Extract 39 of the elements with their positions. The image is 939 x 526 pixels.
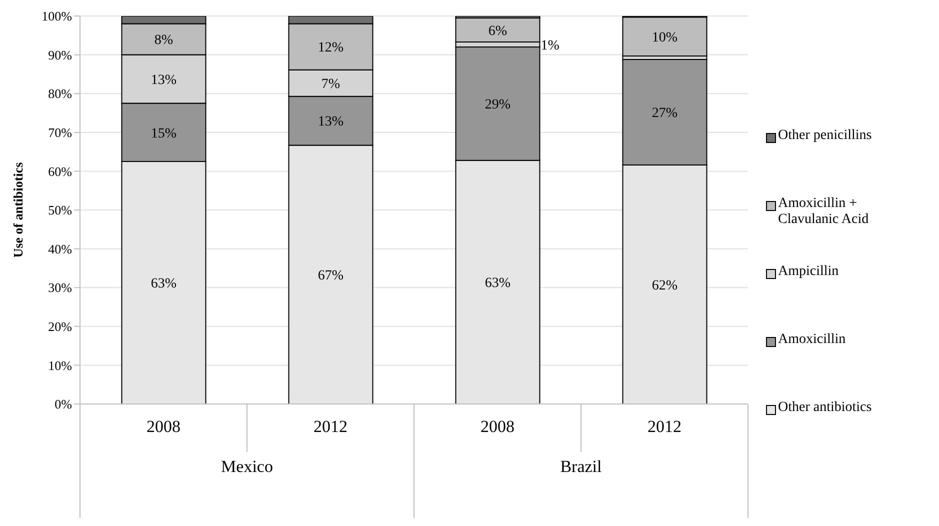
- y-tick-label: 60%: [48, 164, 72, 179]
- y-tick-label: 20%: [48, 319, 72, 334]
- data-label: 63%: [484, 276, 511, 292]
- data-label: 15%: [150, 126, 177, 142]
- data-label: 62%: [652, 278, 678, 294]
- data-label: 13%: [318, 114, 344, 130]
- y-tick-label: 10%: [48, 358, 72, 373]
- data-label: 29%: [484, 98, 511, 113]
- data-label: 12%: [318, 40, 344, 56]
- data-label: 8%: [154, 33, 174, 48]
- data-label: 6%: [488, 24, 508, 39]
- x-tick-label: 2012: [648, 417, 682, 436]
- data-label: 63%: [150, 276, 177, 292]
- x-tick-label: 2008: [480, 417, 514, 436]
- y-tick-label: 80%: [48, 86, 72, 102]
- legend-label: Ampicillin: [778, 264, 839, 280]
- legend-label: Amoxicillin + Clavulanic Acid: [778, 196, 870, 228]
- x-tick-label: 2012: [314, 417, 348, 436]
- text: Brazil: [560, 457, 602, 476]
- data-label: 10%: [652, 30, 678, 46]
- legend-label: Amoxicillin: [778, 332, 846, 348]
- y-tick-label: 100%: [42, 8, 72, 24]
- y-tick-label: 40%: [48, 241, 72, 256]
- x-tick-label: 2008: [146, 417, 180, 436]
- y-axis-title: Use of antibiotics: [10, 162, 26, 258]
- y-tick-label: 50%: [48, 202, 72, 218]
- y-tick-label: 90%: [48, 47, 72, 62]
- data-label: 67%: [318, 268, 344, 284]
- y-tick-label: 70%: [48, 125, 72, 140]
- bar: [622, 16, 708, 56]
- data-label: 27%: [652, 106, 678, 122]
- legend-label: Other antibiotics: [778, 400, 872, 416]
- legend-label: Other penicillins: [778, 128, 872, 144]
- text: Mexico: [221, 457, 273, 476]
- data-label: 1%: [540, 38, 560, 54]
- y-tick-label: 0%: [54, 396, 72, 412]
- data-label: 13%: [150, 72, 177, 88]
- data-label: 7%: [321, 77, 340, 92]
- y-tick-label: 30%: [48, 280, 72, 296]
